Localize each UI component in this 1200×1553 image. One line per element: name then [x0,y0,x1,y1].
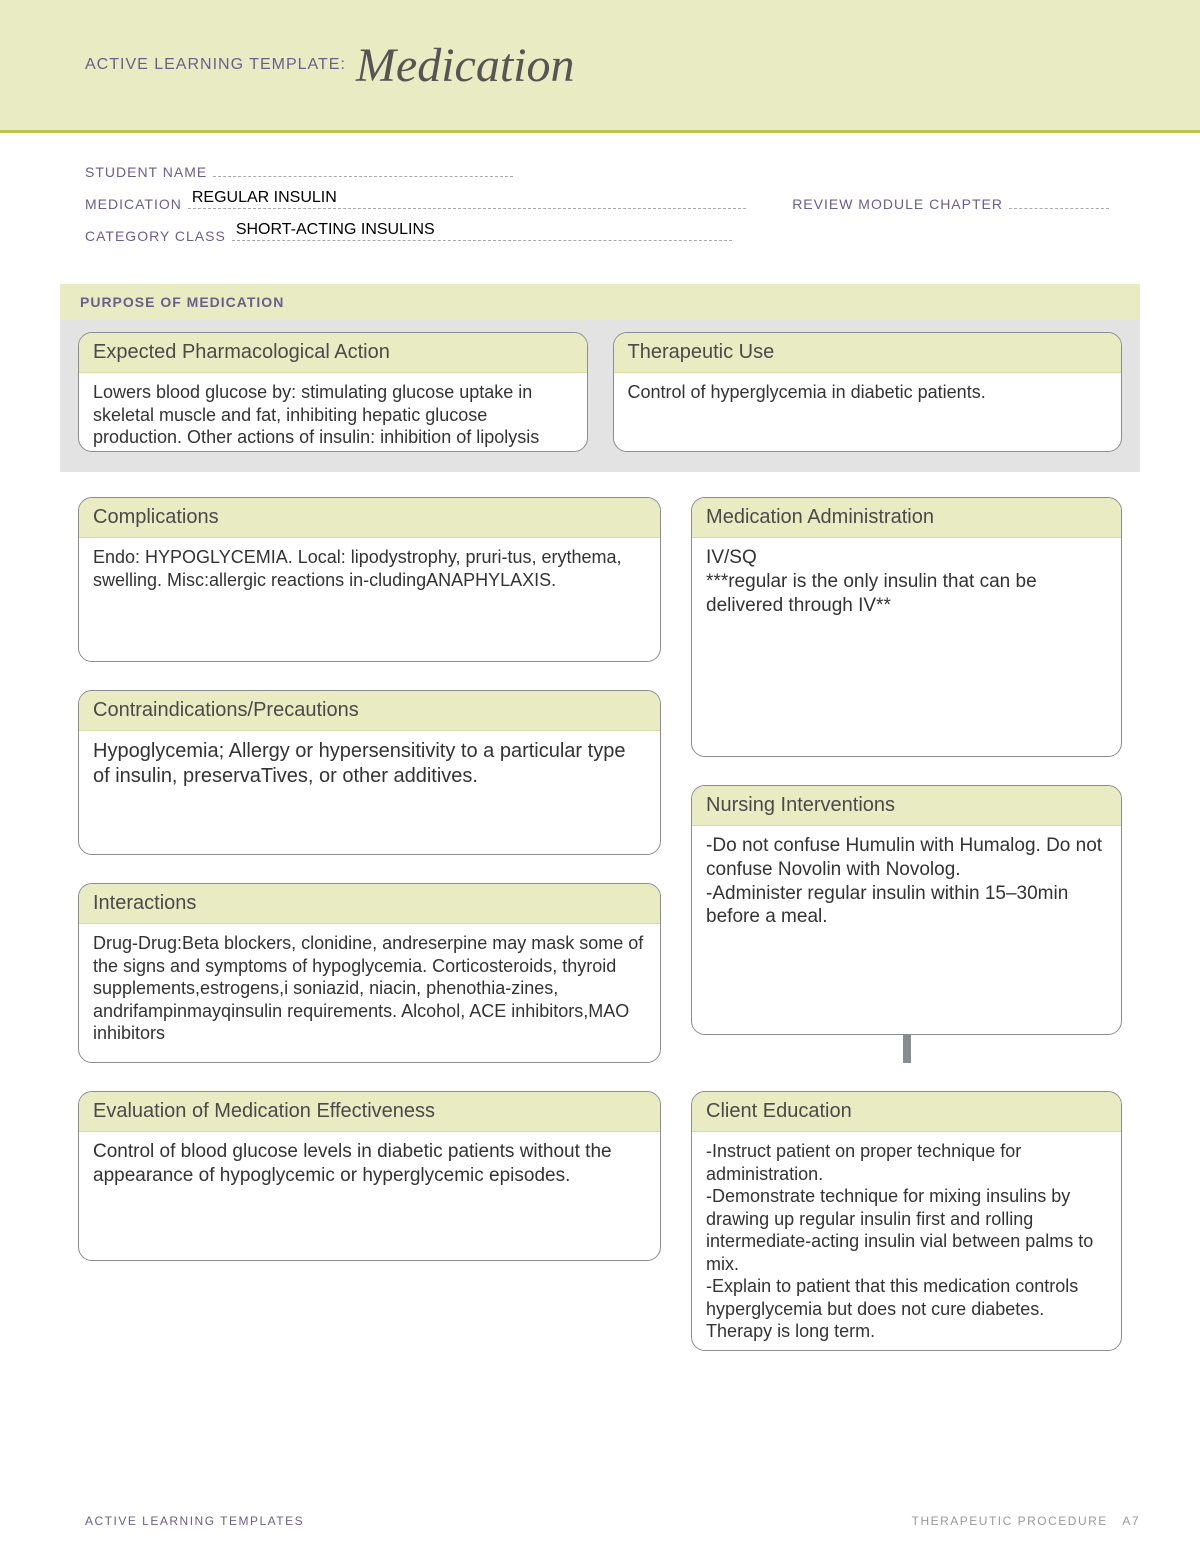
connector-line [903,1035,911,1063]
banner-prefix: ACTIVE LEARNING TEMPLATE: [85,56,346,74]
pharm-title: Expected Pharmacological Action [79,333,587,373]
category-value: SHORT-ACTING INSULINS [236,221,435,239]
category-label: CATEGORY CLASS [85,228,226,244]
interactions-title: Interactions [79,884,660,924]
therapeutic-body: Control of hyperglycemia in diabetic pat… [614,373,1122,418]
meta-block: STUDENT NAME MEDICATION REGULAR INSULIN … [0,133,1200,269]
student-label: STUDENT NAME [85,164,207,180]
review-line[interactable] [1009,190,1109,209]
complications-body: Endo: HYPOGLYCEMIA. Local: lipodystrophy… [79,538,660,605]
evaluation-title: Evaluation of Medication Effectiveness [79,1092,660,1132]
purpose-header: PURPOSE OF MEDICATION [60,284,1140,320]
nursing-card: Nursing Interventions -Do not confuse Hu… [691,785,1122,1035]
footer-right-text: THERAPEUTIC PROCEDURE [912,1514,1108,1528]
nursing-title: Nursing Interventions [692,786,1121,826]
student-line[interactable] [213,158,513,177]
therapeutic-card: Therapeutic Use Control of hyperglycemia… [613,332,1123,452]
admin-card: Medication Administration IV/SQ ***regul… [691,497,1122,757]
nursing-body: -Do not confuse Humulin with Humalog. Do… [692,826,1121,943]
purpose-section: PURPOSE OF MEDICATION Expected Pharmacol… [60,284,1140,472]
evaluation-body: Control of blood glucose levels in diabe… [79,1132,660,1202]
admin-title: Medication Administration [692,498,1121,538]
main-columns: Complications Endo: HYPOGLYCEMIA. Local:… [0,472,1200,1351]
pharm-card: Expected Pharmacological Action Lowers b… [78,332,588,452]
interactions-body: Drug-Drug:Beta blockers, clonidine, andr… [79,924,660,1059]
pharm-body: Lowers blood glucose by: stimulating glu… [79,373,587,452]
admin-body: IV/SQ ***regular is the only insulin tha… [692,538,1121,631]
therapeutic-title: Therapeutic Use [614,333,1122,373]
review-label: REVIEW MODULE CHAPTER [792,196,1003,212]
banner-title: Medication [356,38,575,93]
medication-line[interactable]: REGULAR INSULIN [188,190,746,209]
contra-card: Contraindications/Precautions Hypoglycem… [78,690,661,855]
contra-body: Hypoglycemia; Allergy or hypersensitivit… [79,731,660,803]
evaluation-card: Evaluation of Medication Effectiveness C… [78,1091,661,1261]
page: ACTIVE LEARNING TEMPLATE: Medication STU… [0,0,1200,1553]
client-title: Client Education [692,1092,1121,1132]
medication-value: REGULAR INSULIN [192,189,337,207]
medication-label: MEDICATION [85,196,182,212]
footer-right: THERAPEUTIC PROCEDURE A7 [912,1514,1140,1528]
footer: ACTIVE LEARNING TEMPLATES THERAPEUTIC PR… [85,1514,1140,1528]
footer-page: A7 [1122,1514,1140,1528]
top-banner: ACTIVE LEARNING TEMPLATE: Medication [0,0,1200,133]
footer-left: ACTIVE LEARNING TEMPLATES [85,1514,304,1528]
client-body: -Instruct patient on proper technique fo… [692,1132,1121,1351]
complications-card: Complications Endo: HYPOGLYCEMIA. Local:… [78,497,661,662]
contra-title: Contraindications/Precautions [79,691,660,731]
category-line[interactable]: SHORT-ACTING INSULINS [232,222,732,241]
client-card: Client Education -Instruct patient on pr… [691,1091,1122,1351]
right-column: Medication Administration IV/SQ ***regul… [691,497,1122,1351]
left-column: Complications Endo: HYPOGLYCEMIA. Local:… [78,497,661,1351]
interactions-card: Interactions Drug-Drug:Beta blockers, cl… [78,883,661,1063]
complications-title: Complications [79,498,660,538]
